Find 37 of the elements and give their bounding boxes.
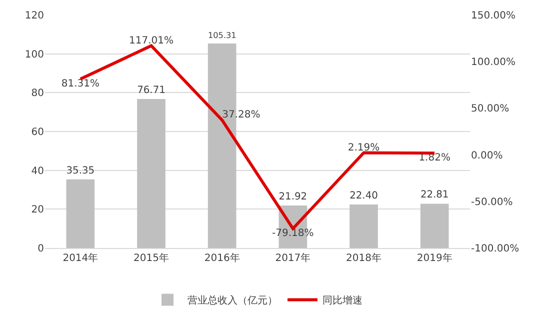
legend-label: 营业总收入（亿元） <box>188 294 278 307</box>
x-tick-label: 2017年 <box>275 252 311 264</box>
data-label: 22.40 <box>350 190 378 202</box>
data-label: 2.19% <box>348 142 380 154</box>
x-tick-label: 2014年 <box>62 252 98 264</box>
y-tick-label: 20 <box>31 204 44 216</box>
y-tick-label: 60 <box>31 127 44 138</box>
data-label: 76.71 <box>137 85 166 96</box>
bar <box>420 204 449 248</box>
y-tick-label: 0 <box>38 244 44 254</box>
data-label: 81.31% <box>61 78 100 90</box>
x-tick-label: 2016年 <box>204 252 240 264</box>
bar <box>350 204 378 248</box>
bar <box>137 99 166 248</box>
bar <box>66 179 95 248</box>
x-tick-label: 2019年 <box>416 252 452 264</box>
data-label: 117.01% <box>129 35 174 46</box>
data-label: 1.82% <box>418 152 450 164</box>
y2-tick-label: 0.00% <box>471 150 503 162</box>
y2-tick-label: 50.00% <box>471 104 510 115</box>
x-tick-label: 2018年 <box>346 252 382 264</box>
y-tick-label: 80 <box>31 88 44 100</box>
y2-tick-label: -50.00% <box>471 196 513 208</box>
y-tick-label: 100 <box>24 49 44 60</box>
data-label: 22.81 <box>420 190 449 201</box>
data-label: 37.28% <box>222 110 260 121</box>
y2-tick-label: 100.00% <box>471 57 516 68</box>
data-label: 105.31 <box>208 30 236 40</box>
y2-tick-label: 150.00% <box>471 10 516 22</box>
x-tick-label: 2015年 <box>134 252 169 264</box>
data-label: 35.35 <box>66 165 95 176</box>
legend-label: 同比增速 <box>322 294 362 307</box>
data-label: -79.18% <box>272 228 314 240</box>
y-tick-label: 40 <box>31 166 44 177</box>
y2-tick-label: -100.00% <box>471 244 520 254</box>
data-label: 21.92 <box>278 191 308 202</box>
y-tick-label: 120 <box>24 10 44 22</box>
